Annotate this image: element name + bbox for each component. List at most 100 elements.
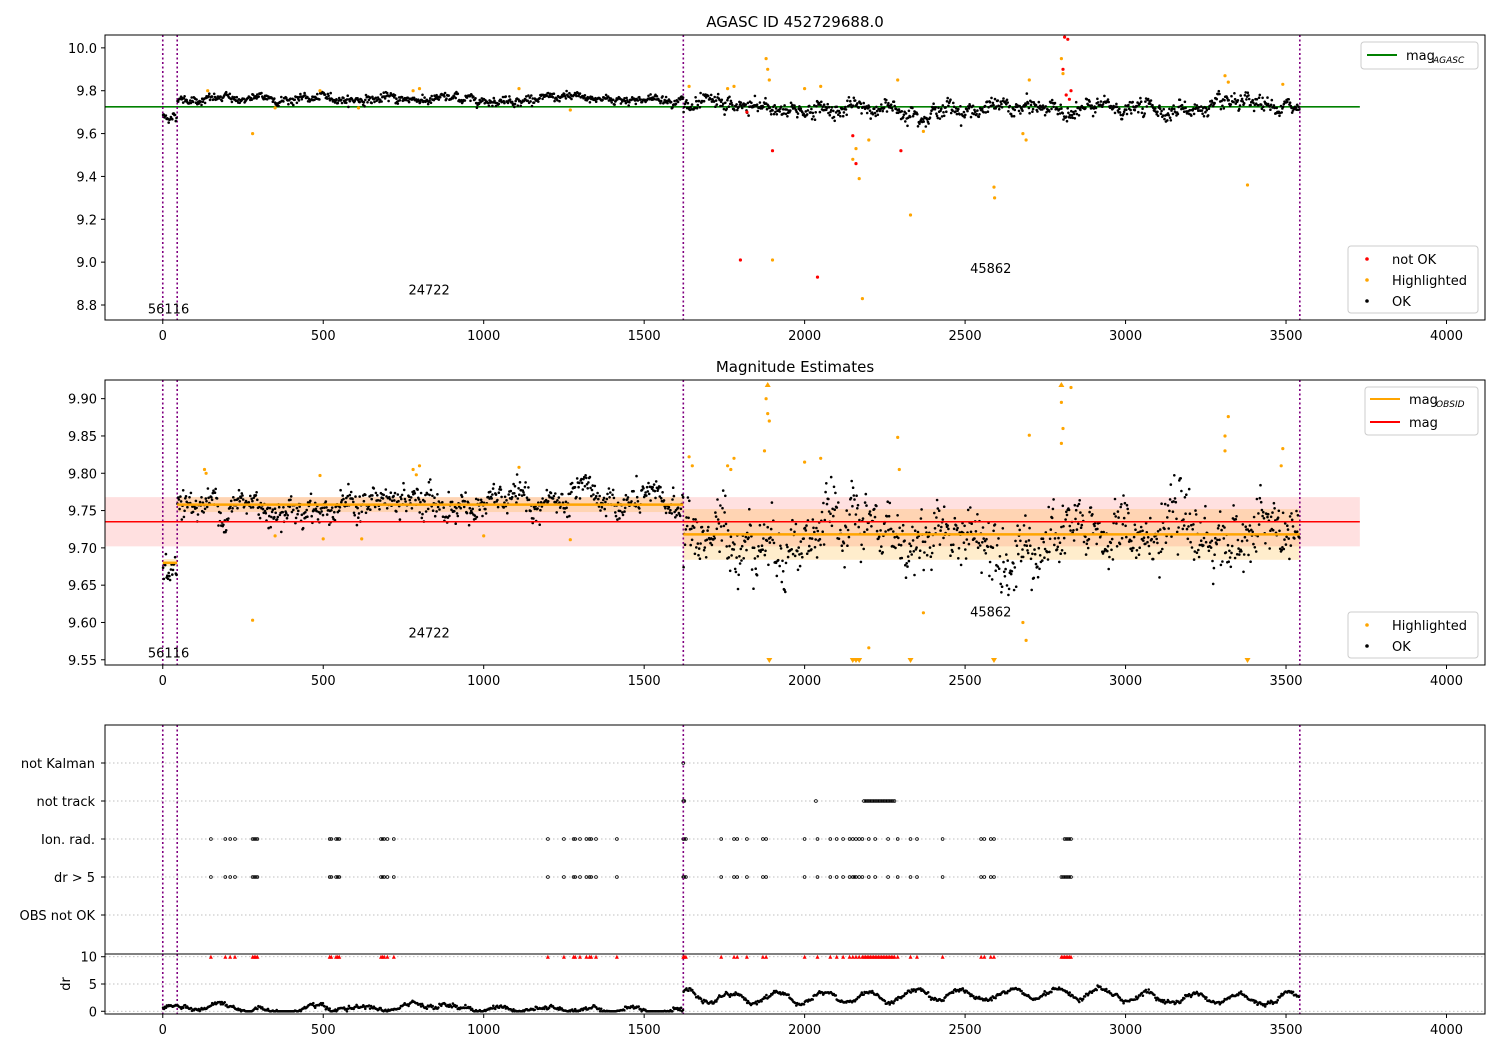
ok-point	[1146, 540, 1149, 544]
ok-point	[813, 104, 816, 107]
ok-point	[1197, 548, 1200, 552]
ok-point	[884, 101, 887, 104]
ok-point	[985, 100, 989, 103]
highlighted-point	[318, 473, 322, 478]
ok-point	[645, 485, 649, 489]
ok-point	[398, 518, 402, 521]
ok-point	[358, 100, 362, 104]
legend-marker-not-ok	[1365, 257, 1369, 261]
ok-point	[1276, 516, 1280, 519]
ok-point	[1146, 97, 1150, 101]
ok-point	[1150, 537, 1153, 541]
ok-point	[639, 98, 642, 101]
dr-point	[398, 1006, 402, 1010]
ok-point	[499, 98, 503, 102]
ok-point	[1211, 559, 1214, 563]
ok-point	[381, 497, 385, 500]
ok-point	[796, 568, 800, 572]
ok-point	[1250, 528, 1253, 532]
highlighted-point	[360, 537, 364, 541]
ok-point	[1127, 511, 1130, 515]
ok-point	[184, 495, 188, 498]
flag-marker	[841, 875, 845, 879]
ok-point	[1077, 522, 1080, 526]
ok-point	[551, 497, 555, 500]
ok-point	[913, 573, 916, 577]
ok-point	[405, 509, 408, 513]
ok-point	[1081, 514, 1084, 517]
ok-point	[890, 106, 894, 110]
ok-point	[614, 511, 617, 514]
ok-point	[1138, 102, 1141, 105]
ok-point	[1120, 117, 1124, 121]
ok-point	[1257, 523, 1261, 526]
dr-point	[225, 1003, 228, 1007]
ok-point	[966, 105, 970, 108]
dr-point	[328, 1007, 332, 1010]
ok-point	[508, 95, 511, 98]
ok-point	[1008, 104, 1012, 108]
ok-point	[829, 108, 833, 112]
ok-point	[1168, 107, 1171, 111]
ok-point	[491, 104, 494, 108]
y-tick-label: 9.60	[68, 616, 97, 631]
dr-point	[1122, 1001, 1125, 1005]
ok-point	[801, 555, 804, 559]
ok-point	[1197, 555, 1201, 559]
dr-ylabel: dr	[59, 977, 74, 991]
ok-point	[907, 109, 911, 113]
highlighted-point	[1061, 426, 1065, 431]
ok-point	[898, 526, 901, 530]
x-tick-label: 3500	[1269, 674, 1302, 689]
ok-point	[1151, 106, 1155, 110]
ok-point	[388, 498, 392, 501]
ok-point	[690, 538, 694, 542]
ok-point	[1199, 105, 1203, 108]
ok-point	[558, 501, 561, 504]
ok-point	[678, 98, 682, 101]
ok-point	[551, 96, 555, 99]
ok-point	[669, 100, 673, 104]
ok-point	[373, 100, 376, 104]
ok-point	[1000, 102, 1003, 106]
ok-point	[443, 91, 447, 95]
ok-point	[1154, 107, 1157, 110]
ok-point	[529, 509, 532, 513]
ok-point	[1201, 112, 1204, 115]
ok-point	[831, 507, 834, 511]
ok-point	[1173, 107, 1176, 111]
ok-point	[795, 110, 798, 113]
ok-point	[502, 506, 506, 509]
flag-marker	[889, 799, 894, 803]
ok-point	[818, 537, 822, 541]
ok-point	[697, 547, 701, 550]
dr-point	[679, 1006, 683, 1010]
ok-point	[1242, 102, 1246, 105]
ok-point	[851, 486, 855, 490]
flag-marker	[223, 837, 228, 841]
ok-point	[520, 494, 524, 497]
ok-point	[378, 100, 381, 104]
ok-point	[389, 491, 393, 495]
ok-point	[378, 499, 382, 502]
ok-point	[945, 100, 949, 103]
ok-point	[1132, 105, 1135, 108]
ok-point	[935, 516, 938, 519]
flag-marker	[886, 875, 890, 879]
ok-point	[183, 509, 186, 513]
clipped-low-marker	[856, 658, 863, 663]
ok-point	[566, 515, 569, 519]
ok-point	[180, 518, 184, 521]
ok-point	[873, 111, 877, 115]
ok-point	[909, 115, 912, 119]
ok-point	[1141, 107, 1144, 110]
x-tick-label: 0	[159, 329, 167, 344]
ok-point	[654, 480, 658, 483]
ok-point	[330, 509, 333, 512]
ok-point	[1094, 111, 1097, 114]
ok-point	[1026, 549, 1029, 552]
ok-point	[769, 536, 772, 539]
ok-point	[955, 112, 959, 116]
ok-point	[997, 567, 1001, 570]
ok-point	[1073, 117, 1077, 120]
